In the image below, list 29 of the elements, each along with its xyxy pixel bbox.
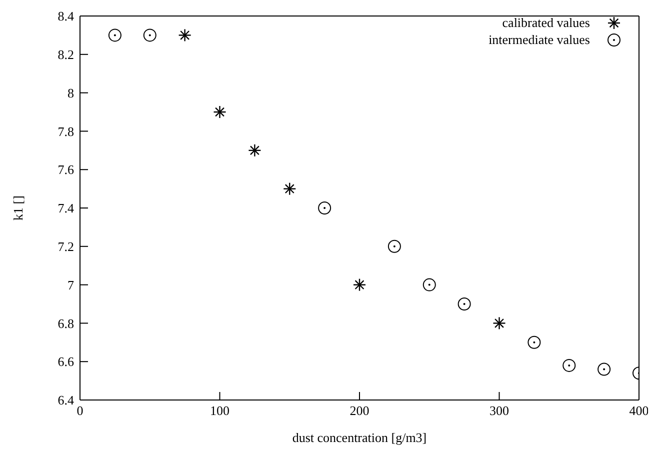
y-tick-label: 8.4: [58, 8, 74, 24]
y-tick-label: 7.8: [58, 124, 74, 139]
x-tick-label: 100: [210, 403, 230, 418]
y-tick-label: 6.8: [58, 316, 74, 331]
point: [388, 240, 401, 253]
point: [422, 278, 436, 292]
y-axis-title: k1 []: [10, 196, 26, 220]
point: [318, 202, 332, 214]
point: [458, 298, 471, 310]
x-tick-label: 200: [350, 403, 370, 418]
x-tick-label: 300: [490, 403, 509, 418]
y-tick-label: 8.2: [58, 47, 74, 62]
y-tick-label: 6.6: [58, 354, 74, 370]
point: [598, 362, 611, 376]
point: [108, 28, 122, 42]
x-axis-title: dust concentration [g/m3]: [292, 430, 427, 445]
x-tick-label: 0: [76, 403, 84, 418]
y-tick-label: 7.6: [58, 162, 74, 178]
y-tick-label: 7.2: [58, 239, 74, 254]
x-tick-label: 400: [629, 403, 649, 418]
legend-label: calibrated values: [502, 14, 590, 30]
point: [562, 358, 576, 372]
point: [528, 336, 541, 349]
y-tick-label: 7: [68, 277, 74, 292]
y-tick-label: 7.4: [58, 200, 74, 216]
y-tick-label: 8: [68, 85, 74, 100]
legend-label: intermediate values: [488, 32, 590, 48]
y-tick-label: 6.4: [58, 392, 74, 408]
point: [143, 28, 156, 42]
